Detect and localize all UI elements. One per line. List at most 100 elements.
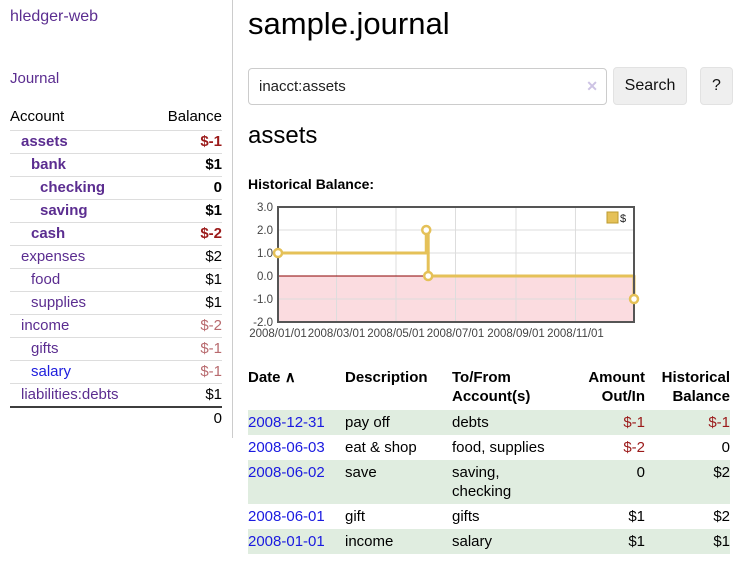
transaction-accounts: saving, checking [452,464,512,500]
transaction-balance: $2 [713,464,730,481]
account-balance: $2 [151,245,222,269]
transaction-date-link[interactable]: 2008-01-01 [248,533,325,550]
account-link-bank[interactable]: bank [31,156,67,173]
account-row-gifts: gifts $-1 [10,337,222,361]
account-link-liabilities-debts[interactable]: liabilities:debts [21,386,119,403]
transaction-accounts: gifts [452,508,480,525]
svg-text:2008/11/01: 2008/11/01 [547,328,604,340]
account-link-gifts[interactable]: gifts [31,340,59,357]
svg-text:2008/03/01: 2008/03/01 [308,328,366,340]
transaction-date-link[interactable]: 2008-06-01 [248,508,325,525]
svg-text:2008/01/01: 2008/01/01 [249,328,307,340]
svg-text:1.0: 1.0 [257,248,273,260]
transaction-accounts: salary [452,533,493,550]
account-link-checking[interactable]: checking [40,179,106,196]
col-header-tofrom: To/From Account(s) [452,366,560,410]
col-header-description: Description [345,369,428,386]
nav-journal-link[interactable]: Journal [10,70,60,87]
col-balance-line2: Balance [672,388,730,405]
account-link-assets[interactable]: assets [21,133,68,150]
transaction-description: eat & shop [345,439,417,456]
account-row-expenses: expenses $2 [10,245,222,269]
account-row-food: food $1 [10,268,222,292]
transaction-accounts: food, supplies [452,439,545,456]
transaction-row: 2008-01-01 income salary $1 $1 [248,529,730,554]
svg-text:3.0: 3.0 [257,202,273,214]
transaction-accounts: debts [452,414,489,431]
sidebar: hledger-web Journal Account Balance asse… [0,0,233,438]
transaction-date-link[interactable]: 2008-12-31 [248,414,325,431]
register-table: Date ∧ Description To/From Account(s) Amo… [248,366,730,554]
account-row-checking: checking 0 [10,176,222,200]
transaction-row: 2008-06-01 gift gifts $1 $2 [248,504,730,529]
col-tofrom-line1: To/From [452,369,511,386]
historical-balance-chart[interactable]: $3.0 2.0 1.0 0.0 -1.0 -2.0 2008/01/01 2008/03/0… [240,200,740,350]
search-box: ✕ [248,67,607,105]
register-header-row: Date ∧ Description To/From Account(s) Amo… [248,366,730,410]
transaction-balance: $1 [713,533,730,550]
account-row-supplies: supplies $1 [10,291,222,315]
transaction-amount: 0 [636,464,645,481]
col-amount-line2: Out/In [601,388,645,405]
account-row-income: income $-2 [10,314,222,338]
account-row-cash: cash $-2 [10,222,222,246]
search-form: ✕ Search ? [248,67,733,105]
account-balance: $1 [151,268,222,292]
account-balance: $-2 [151,222,222,246]
transaction-date-link[interactable]: 2008-06-02 [248,464,325,481]
account-link-supplies[interactable]: supplies [31,294,87,311]
search-input[interactable] [248,67,607,105]
account-balance: $1 [151,383,222,407]
account-link-saving[interactable]: saving [40,202,88,219]
accounts-header-row: Account Balance [10,104,222,131]
help-button[interactable]: ? [700,67,733,105]
account-balance: $1 [151,199,222,223]
account-row-salary: salary $-1 [10,360,222,384]
main-content: sample.journal ✕ Search ? assets Histori… [248,0,742,582]
transaction-description: pay off [345,414,390,431]
account-balance: $1 [151,291,222,315]
transaction-row: 2008-06-02 save saving, checking 0 $2 [248,460,730,504]
account-row-bank: bank $1 [10,153,222,177]
accounts-total-row: 0 [10,406,222,430]
col-header-balance: Historical Balance [645,366,730,410]
transaction-amount: $-1 [623,414,645,431]
clear-search-icon[interactable]: ✕ [586,77,598,94]
app-brand-link[interactable]: hledger-web [10,8,99,25]
svg-text:-2.0: -2.0 [253,317,273,329]
account-link-income[interactable]: income [21,317,70,334]
col-balance-line1: Historical [661,369,730,386]
svg-text:$: $ [620,213,626,225]
col-tofrom-line2: Account(s) [452,388,531,405]
transaction-balance: $2 [713,508,730,525]
page-title: sample.journal [248,6,450,41]
search-button[interactable]: Search [613,67,687,105]
svg-text:2008/09/01: 2008/09/01 [487,328,545,340]
transaction-row: 2008-06-03 eat & shop food, supplies $-2… [248,435,730,460]
account-link-salary[interactable]: salary [31,363,72,380]
transaction-amount: $-2 [623,439,645,456]
account-row-liabilities-debts: liabilities:debts $1 [10,383,222,407]
account-balance: $1 [151,153,222,177]
account-balance: $-1 [151,130,222,154]
account-link-food[interactable]: food [31,271,61,288]
col-date-label: Date [248,369,281,386]
svg-text:0.0: 0.0 [257,271,273,283]
col-header-date[interactable]: Date ∧ [248,366,345,410]
transaction-balance: 0 [721,439,730,456]
transaction-amount: $1 [628,533,645,550]
accounts-total-balance: 0 [151,406,222,430]
svg-text:-1.0: -1.0 [253,294,273,306]
account-link-cash[interactable]: cash [31,225,66,242]
transaction-date-link[interactable]: 2008-06-03 [248,439,325,456]
transaction-row: 2008-12-31 pay off debts $-1 $-1 [248,410,730,435]
transaction-amount: $1 [628,508,645,525]
account-link-expenses[interactable]: expenses [21,248,86,265]
account-heading: assets [248,122,318,149]
accounts-header-balance: Balance [167,108,222,125]
transaction-balance: $-1 [708,414,730,431]
col-header-amount: Amount Out/In [560,366,645,410]
account-balance: $-2 [151,314,222,338]
account-balance: $-1 [151,337,222,361]
accounts-table: Account Balance assets $-1 bank $1 check… [10,104,222,430]
